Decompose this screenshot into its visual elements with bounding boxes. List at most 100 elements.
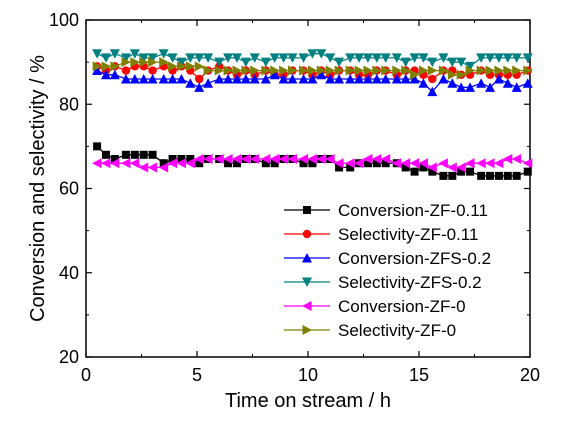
data-point <box>409 53 420 63</box>
data-point <box>138 53 149 63</box>
data-point <box>203 65 214 76</box>
data-point <box>485 65 496 76</box>
data-point <box>354 73 365 84</box>
data-point <box>147 53 158 63</box>
data-point <box>511 53 522 63</box>
data-point <box>269 154 280 165</box>
data-point <box>438 158 448 169</box>
data-point <box>249 73 260 84</box>
y-tick-label: 60 <box>59 179 79 199</box>
data-point <box>465 61 476 72</box>
series-layer <box>92 49 533 180</box>
data-point <box>176 158 186 169</box>
data-point <box>325 65 336 76</box>
legend-label: Selectivity-ZFS-0.2 <box>338 273 482 292</box>
data-point <box>493 73 504 84</box>
data-point <box>307 49 318 59</box>
data-point <box>345 73 356 84</box>
data-point <box>485 82 496 92</box>
data-point <box>457 167 466 176</box>
legend-label: Conversion-ZF-0.11 <box>338 201 488 220</box>
data-point <box>270 65 280 76</box>
data-point <box>203 53 214 63</box>
data-point <box>176 73 187 84</box>
data-point <box>167 158 178 169</box>
data-point <box>392 65 402 76</box>
data-point <box>287 65 298 76</box>
data-point <box>129 73 140 84</box>
data-point <box>185 78 196 88</box>
data-point <box>511 154 522 165</box>
data-point <box>168 155 177 164</box>
data-point <box>503 65 513 76</box>
x-tick-label: 0 <box>81 365 91 385</box>
data-point <box>346 163 355 172</box>
data-point <box>176 61 187 72</box>
data-point <box>325 73 336 84</box>
data-point <box>502 53 513 63</box>
data-point <box>194 82 205 92</box>
data-point <box>168 61 178 72</box>
legend-marker <box>303 206 311 214</box>
data-point <box>223 73 234 84</box>
data-point <box>447 162 457 173</box>
data-point <box>503 171 512 180</box>
data-point <box>316 69 327 80</box>
data-point <box>139 150 148 159</box>
data-point <box>307 73 318 84</box>
data-point <box>419 163 428 172</box>
data-point <box>371 53 382 63</box>
legend-label: Selectivity-ZF-0.11 <box>338 225 478 244</box>
data-point <box>307 154 317 165</box>
data-point <box>167 53 178 63</box>
data-point <box>447 57 458 68</box>
data-point <box>147 162 158 173</box>
data-point <box>418 158 428 169</box>
data-point <box>250 65 260 76</box>
data-point <box>148 150 157 159</box>
data-point <box>456 69 467 80</box>
data-point <box>354 53 365 63</box>
data-point <box>380 53 391 63</box>
data-point <box>298 73 309 84</box>
data-point <box>447 69 458 80</box>
data-point <box>456 57 467 68</box>
data-point <box>493 53 504 63</box>
series-5 <box>92 57 533 80</box>
data-point <box>120 53 131 63</box>
data-point <box>523 167 532 176</box>
data-point <box>159 159 168 168</box>
data-point <box>391 158 402 169</box>
data-point <box>185 53 196 63</box>
data-point <box>334 158 344 169</box>
data-point <box>299 159 308 168</box>
data-point <box>523 65 533 76</box>
data-point <box>494 65 504 76</box>
x-tick-label: 10 <box>298 365 318 385</box>
y-axis-ticks: 20 40 60 80 100 <box>49 10 530 367</box>
data-point <box>456 82 467 92</box>
data-point <box>287 154 297 165</box>
data-point <box>372 65 382 76</box>
data-point <box>101 61 111 72</box>
data-point <box>456 162 466 173</box>
data-point <box>240 154 251 165</box>
data-point <box>109 69 120 80</box>
data-point <box>240 57 251 68</box>
data-point <box>92 49 103 59</box>
data-point <box>401 65 411 76</box>
data-point <box>381 159 390 168</box>
data-point <box>465 158 475 169</box>
data-point <box>195 159 204 168</box>
data-point <box>410 69 420 80</box>
data-point <box>138 162 149 173</box>
data-point <box>194 53 205 63</box>
legend: Conversion-ZF-0.11 Selectivity-ZF-0.11 Con… <box>284 201 491 340</box>
data-point <box>502 154 513 165</box>
data-point <box>167 73 178 84</box>
data-point <box>400 158 411 169</box>
data-point <box>110 61 120 72</box>
data-point <box>110 155 119 164</box>
data-point <box>354 65 365 76</box>
